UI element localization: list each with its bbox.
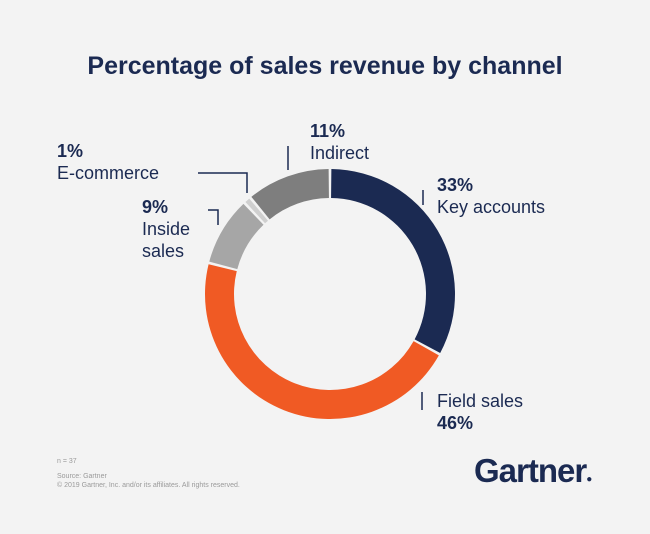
source: Source: Gartner [57, 473, 107, 480]
gartner-logo: Gartner● [474, 452, 592, 489]
slice-field-sales [204, 264, 439, 420]
leader-line-inside-sales [208, 209, 219, 225]
chart-title: Percentage of sales revenue by channel [87, 52, 563, 80]
label-ecommerce: 1% E-commerce [57, 141, 160, 183]
leader-line-ecommerce [198, 172, 248, 193]
sample-size: n = 37 [57, 458, 77, 465]
label-indirect: 11% Indirect [310, 121, 370, 163]
label-field-sales: Field sales 46% [437, 391, 524, 433]
copyright: © 2019 Gartner, Inc. and/or its affiliat… [57, 482, 240, 489]
slice-indirect [251, 169, 329, 220]
leader-lines [198, 146, 424, 410]
label-key-accounts: 33% Key accounts [437, 175, 546, 217]
slice-inside-sales [209, 203, 264, 270]
slice-key-accounts [331, 169, 455, 354]
label-inside-sales: 9% Inside sales [142, 197, 191, 261]
slice-e-commerce [245, 198, 268, 224]
